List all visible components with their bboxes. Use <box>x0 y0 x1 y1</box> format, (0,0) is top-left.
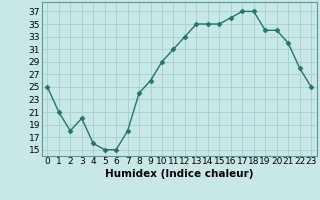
X-axis label: Humidex (Indice chaleur): Humidex (Indice chaleur) <box>105 169 253 179</box>
